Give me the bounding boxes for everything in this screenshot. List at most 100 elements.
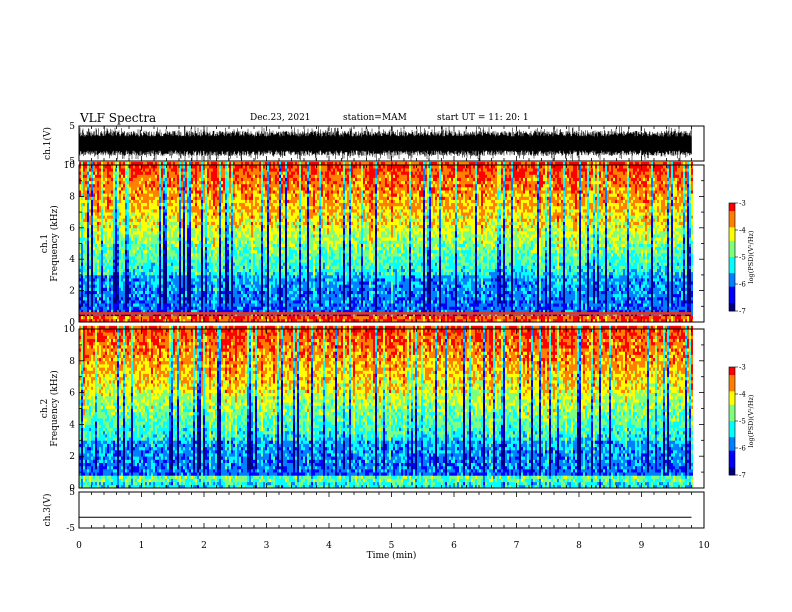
spectrogram-cell — [105, 247, 107, 251]
spectrogram-cell — [103, 278, 105, 282]
spectrogram-cell — [105, 181, 107, 185]
spectrogram-cell — [105, 253, 107, 257]
spectrogram-cell — [113, 203, 115, 207]
spectrogram-cell — [87, 212, 89, 216]
spectrogram-cell — [113, 294, 115, 298]
spectrogram-cell — [87, 306, 89, 310]
spectrogram-cell — [115, 218, 117, 222]
spectrogram-cell — [91, 209, 93, 213]
spectrogram-cell — [105, 316, 107, 320]
spectrogram-cell — [81, 237, 83, 241]
spectrogram-cell — [111, 181, 113, 185]
spectrogram-cell — [87, 281, 89, 285]
spectrogram-cell — [117, 253, 119, 257]
spectrogram-cell — [87, 225, 89, 229]
spectrogram-cell — [81, 215, 83, 219]
spectrogram-cell — [85, 165, 87, 169]
spectrogram-cell — [113, 222, 115, 226]
spectrogram-cell — [117, 247, 119, 251]
spectrogram-cell — [121, 196, 123, 200]
spectrogram-cell — [99, 215, 101, 219]
spectrogram-cell — [85, 222, 87, 226]
spectrogram-cell — [97, 266, 99, 270]
spectrogram-cell — [113, 278, 115, 282]
spectrogram-cell — [83, 234, 85, 238]
spectrogram-cell — [109, 278, 111, 282]
spectrogram-cell — [107, 190, 109, 194]
spectrogram-cell — [113, 215, 115, 219]
spectrogram-cell — [97, 200, 99, 204]
spectrogram-cell — [83, 284, 85, 288]
spectrogram-cell — [93, 278, 95, 282]
spectrogram-cell — [91, 168, 93, 172]
spectrogram-cell — [101, 225, 103, 229]
spectrogram-cell — [85, 206, 87, 210]
spectrogram-cell — [119, 174, 121, 178]
spectrogram-cell — [83, 269, 85, 273]
spectrogram-cell — [91, 266, 93, 270]
spectrogram-cell — [87, 181, 89, 185]
spectrogram-cell — [85, 262, 87, 266]
spectrogram-cell — [121, 215, 123, 219]
spectrogram-cell — [115, 222, 117, 226]
spectrogram-cell — [81, 278, 83, 282]
spectrogram-cell — [109, 184, 111, 188]
spectrogram-cell — [89, 294, 91, 298]
spectrogram-cell — [85, 284, 87, 288]
spectrogram-cell — [93, 266, 95, 270]
spectrogram-cell — [107, 228, 109, 232]
spectrogram-cell — [101, 231, 103, 235]
spectrogram-cell — [119, 222, 121, 226]
spectrogram-cell — [103, 269, 105, 273]
spectrogram-cell — [87, 193, 89, 197]
spectrogram-cell — [87, 240, 89, 244]
spectrogram-cell — [83, 306, 85, 310]
spectrogram-cell — [109, 190, 111, 194]
spectrogram-cell — [109, 297, 111, 301]
spectrogram-cell — [95, 250, 97, 254]
spectrogram-cell — [81, 275, 83, 279]
spectrogram-cell — [121, 231, 123, 235]
spectrogram-cell — [85, 259, 87, 263]
spectrogram-cell — [121, 244, 123, 248]
spectrogram-cell — [105, 165, 107, 169]
spectrogram-cell — [101, 244, 103, 248]
spectrogram-cell — [81, 269, 83, 273]
spectrogram-cell — [107, 240, 109, 244]
spectrogram-cell — [117, 294, 119, 298]
spectrogram-cell — [91, 228, 93, 232]
spectrogram-cell — [89, 215, 91, 219]
spectrogram-cell — [85, 250, 87, 254]
spectrogram-cell — [91, 212, 93, 216]
spectrogram-cell — [121, 228, 123, 232]
spectrogram-cell — [95, 272, 97, 276]
spectrogram-cell — [105, 284, 107, 288]
spectrogram-cell — [95, 237, 97, 241]
spectrogram-cell — [95, 284, 97, 288]
spectrogram-cell — [103, 303, 105, 307]
spectrogram-cell — [121, 291, 123, 295]
spectrogram-cell — [91, 294, 93, 298]
spectrogram-cell — [91, 272, 93, 276]
spectrogram-cell — [109, 174, 111, 178]
spectrogram-cell — [111, 218, 113, 222]
spectrogram-cell — [113, 284, 115, 288]
spectrogram-cell — [117, 297, 119, 301]
spectrogram-cell — [93, 165, 95, 169]
spectrogram-cell — [93, 240, 95, 244]
spectrogram-cell — [115, 206, 117, 210]
spectrogram-cell — [113, 218, 115, 222]
spectrogram-cell — [93, 262, 95, 266]
spectrogram-cell — [93, 181, 95, 185]
spectrogram-cell — [107, 272, 109, 276]
spectrogram-cell — [89, 181, 91, 185]
spectrogram-cell — [85, 187, 87, 191]
spectrogram-cell — [121, 206, 123, 210]
spectrogram-cell — [107, 209, 109, 213]
spectrogram-cell — [115, 269, 117, 273]
spectrogram-cell — [95, 269, 97, 273]
spectrogram-cell — [95, 218, 97, 222]
spectrogram-cell — [101, 218, 103, 222]
spectrogram-cell — [89, 303, 91, 307]
spectrogram-cell — [111, 234, 113, 238]
